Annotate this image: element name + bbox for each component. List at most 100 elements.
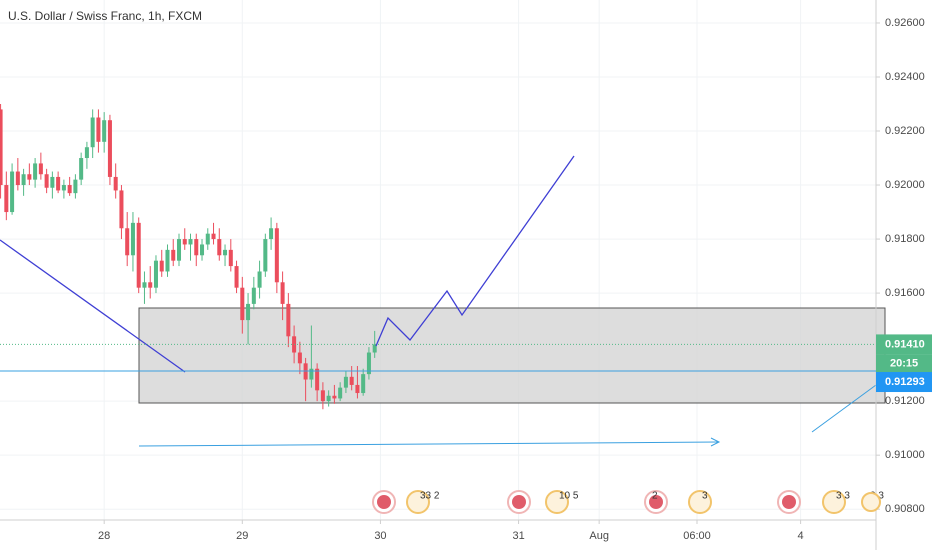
ray-line — [811, 384, 877, 433]
candle-body — [355, 384, 360, 394]
candle-body — [286, 303, 291, 337]
countdown-label: 20:15 — [890, 357, 918, 369]
countdown-box — [876, 354, 932, 373]
candle-body — [205, 233, 210, 245]
candle-body — [67, 185, 72, 194]
candles — [0, 104, 377, 410]
candle-body — [56, 176, 61, 191]
candle-body — [240, 287, 245, 321]
candle-body — [366, 352, 371, 375]
candle-body — [96, 117, 101, 142]
event-icon[interactable] — [822, 490, 846, 514]
candle-body — [4, 185, 9, 213]
candle-body — [361, 374, 366, 394]
candle-body — [349, 376, 354, 385]
candle-body — [0, 109, 3, 186]
y-tick-label: 0.91200 — [885, 395, 925, 407]
y-tick-label: 0.91800 — [885, 233, 925, 245]
candle-body — [136, 222, 141, 288]
y-tick-label: 0.92200 — [885, 125, 925, 137]
event-icon[interactable] — [688, 490, 712, 514]
candle-body — [21, 174, 26, 186]
event-count: 33 2 — [420, 491, 440, 502]
candle-body — [84, 147, 89, 159]
zone-rectangle — [138, 307, 886, 404]
x-tick-label: 06:00 — [683, 530, 711, 542]
event-icon[interactable] — [545, 490, 569, 514]
chart-title: U.S. Dollar / Swiss Franc, 1h, FXCM — [8, 9, 202, 23]
event-count: 2 — [652, 491, 658, 502]
candle-body — [251, 287, 256, 304]
candle-body — [153, 260, 158, 288]
candle-body — [165, 249, 170, 272]
candle-body — [73, 179, 78, 194]
candle-body — [338, 387, 343, 399]
candle-body — [27, 174, 32, 180]
candle-body — [332, 395, 337, 399]
candle-body — [320, 390, 325, 402]
arrow-head — [710, 437, 721, 447]
event-icon-core — [377, 495, 391, 509]
overlay: 0.92600 0.92400 0.92200 0.92000 0.91800 0.916… — [0, 17, 932, 542]
candle-body — [182, 239, 187, 245]
candle-body — [211, 233, 216, 240]
candle-body — [280, 282, 285, 304]
candle-body — [113, 176, 118, 191]
candle-body — [228, 249, 233, 267]
candle-body — [142, 282, 147, 288]
candle-body — [246, 303, 251, 321]
y-tick-label: 0.90800 — [885, 503, 925, 515]
last-price-label: 0.91410 — [885, 338, 925, 350]
candle-body — [274, 228, 279, 283]
event-count: 3 3 — [836, 491, 850, 502]
candle-body — [315, 368, 320, 391]
candle-body — [326, 395, 331, 402]
y-tick-label: 0.91600 — [885, 287, 925, 299]
candle-body — [297, 352, 302, 364]
event-icon[interactable] — [406, 490, 430, 514]
x-tick-label: 4 — [798, 530, 804, 542]
candle-body — [372, 344, 377, 353]
event-icon[interactable] — [861, 492, 881, 512]
x-tick-label: 29 — [236, 530, 248, 542]
y-tick-label: 0.91000 — [885, 449, 925, 461]
event-count: 3 — [702, 491, 708, 502]
candle-body — [200, 244, 205, 256]
candle-body — [33, 163, 38, 180]
candle-body — [107, 120, 112, 177]
candle-body — [79, 158, 84, 180]
line-price-label: 0.91293 — [885, 376, 925, 388]
line-price-box — [876, 372, 932, 393]
x-tick-label: 30 — [374, 530, 386, 542]
candle-body — [223, 249, 228, 256]
candle-body — [217, 239, 222, 256]
candle-body — [269, 228, 274, 240]
y-tick-label: 0.92400 — [885, 71, 925, 83]
candle-body — [38, 163, 43, 175]
x-tick-label: 31 — [512, 530, 524, 542]
event-icon-core — [512, 495, 526, 509]
candle-body — [50, 176, 55, 188]
candle-body — [234, 266, 239, 288]
candle-body — [343, 376, 348, 388]
trend-line — [0, 239, 186, 373]
grid — [0, 0, 876, 520]
candle-body — [102, 120, 107, 142]
candle-body — [61, 185, 66, 191]
candle-body — [148, 282, 153, 288]
candle-body — [10, 171, 15, 213]
candle-body — [125, 228, 130, 256]
candle-body — [130, 222, 135, 256]
arrow-line — [138, 441, 719, 447]
candle-body — [159, 260, 164, 272]
candle-body — [194, 239, 199, 256]
event-count: 10 5 — [559, 491, 579, 502]
event-icon-core — [649, 495, 663, 509]
candle-body — [188, 239, 193, 245]
y-tick-label: 0.92000 — [885, 179, 925, 191]
projection-path — [375, 155, 575, 347]
candle-body — [119, 190, 124, 229]
x-tick-label: Aug — [589, 530, 609, 542]
